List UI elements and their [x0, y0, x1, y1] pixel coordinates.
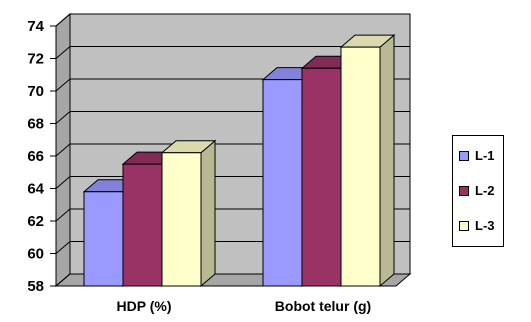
gridline-side-60 — [55, 241, 71, 254]
bar-side-face — [200, 139, 216, 288]
gridline-side-64 — [55, 176, 71, 189]
legend-swatch-l1 — [459, 150, 469, 161]
gridline-side-72 — [55, 46, 71, 59]
bar-front-face — [262, 79, 303, 287]
gridline-side-62 — [55, 208, 71, 222]
y-tick-label-72: 72 — [27, 51, 44, 68]
gridline-side-68 — [55, 111, 71, 124]
y-tick-label-66: 66 — [27, 148, 44, 165]
y-tick-label-60: 60 — [27, 246, 44, 263]
bar-front-face — [122, 163, 163, 287]
gridline-side-70 — [55, 78, 71, 92]
y-axis-ticks: 58 60 62 64 66 68 70 72 74 — [27, 18, 56, 295]
legend-label-l3: L-3 — [475, 218, 495, 233]
category-label-hdp: HDP (%) — [117, 298, 172, 314]
gridline-side-74 — [55, 13, 71, 27]
chart-legend: L-1 L-2 L-3 — [452, 135, 504, 247]
legend-swatch-l3 — [459, 220, 469, 231]
y-tick-label-58: 58 — [27, 278, 44, 295]
gridline-side-66 — [55, 143, 71, 157]
y-tick-label-68: 68 — [27, 116, 44, 133]
legend-label-l1: L-1 — [475, 148, 495, 163]
y-tick-label-64: 64 — [27, 181, 44, 198]
y-tick-label-70: 70 — [27, 83, 44, 100]
legend-item-l1: L-1 — [459, 148, 495, 163]
bar-front-face — [83, 191, 124, 287]
bar-l-3-bobot-telur — [339, 34, 396, 288]
bar-series — [82, 34, 396, 288]
bar-front-face — [161, 152, 202, 287]
legend-item-l2: L-2 — [459, 183, 495, 198]
y-tick-label-74: 74 — [27, 18, 44, 35]
legend-swatch-l2 — [459, 185, 469, 196]
bar-front-face — [340, 46, 381, 287]
bar-side-face — [379, 34, 395, 288]
y-tick-label-62: 62 — [27, 213, 44, 230]
bar-l-3-hdp — [160, 139, 217, 288]
gridline-side-58 — [55, 273, 71, 287]
category-label-bobot: Bobot telur (g) — [275, 298, 371, 314]
legend-label-l2: L-2 — [475, 183, 495, 198]
legend-item-l3: L-3 — [459, 218, 495, 233]
bar-front-face — [301, 67, 342, 287]
